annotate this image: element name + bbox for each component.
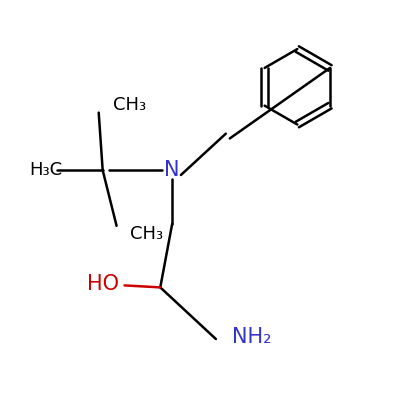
Text: NH₂: NH₂ [232, 327, 272, 347]
Text: HO: HO [86, 274, 118, 294]
Text: N: N [164, 160, 180, 180]
Text: CH₃: CH₃ [130, 225, 164, 243]
Text: CH₃: CH₃ [113, 96, 146, 114]
Text: H₃C: H₃C [29, 161, 62, 179]
